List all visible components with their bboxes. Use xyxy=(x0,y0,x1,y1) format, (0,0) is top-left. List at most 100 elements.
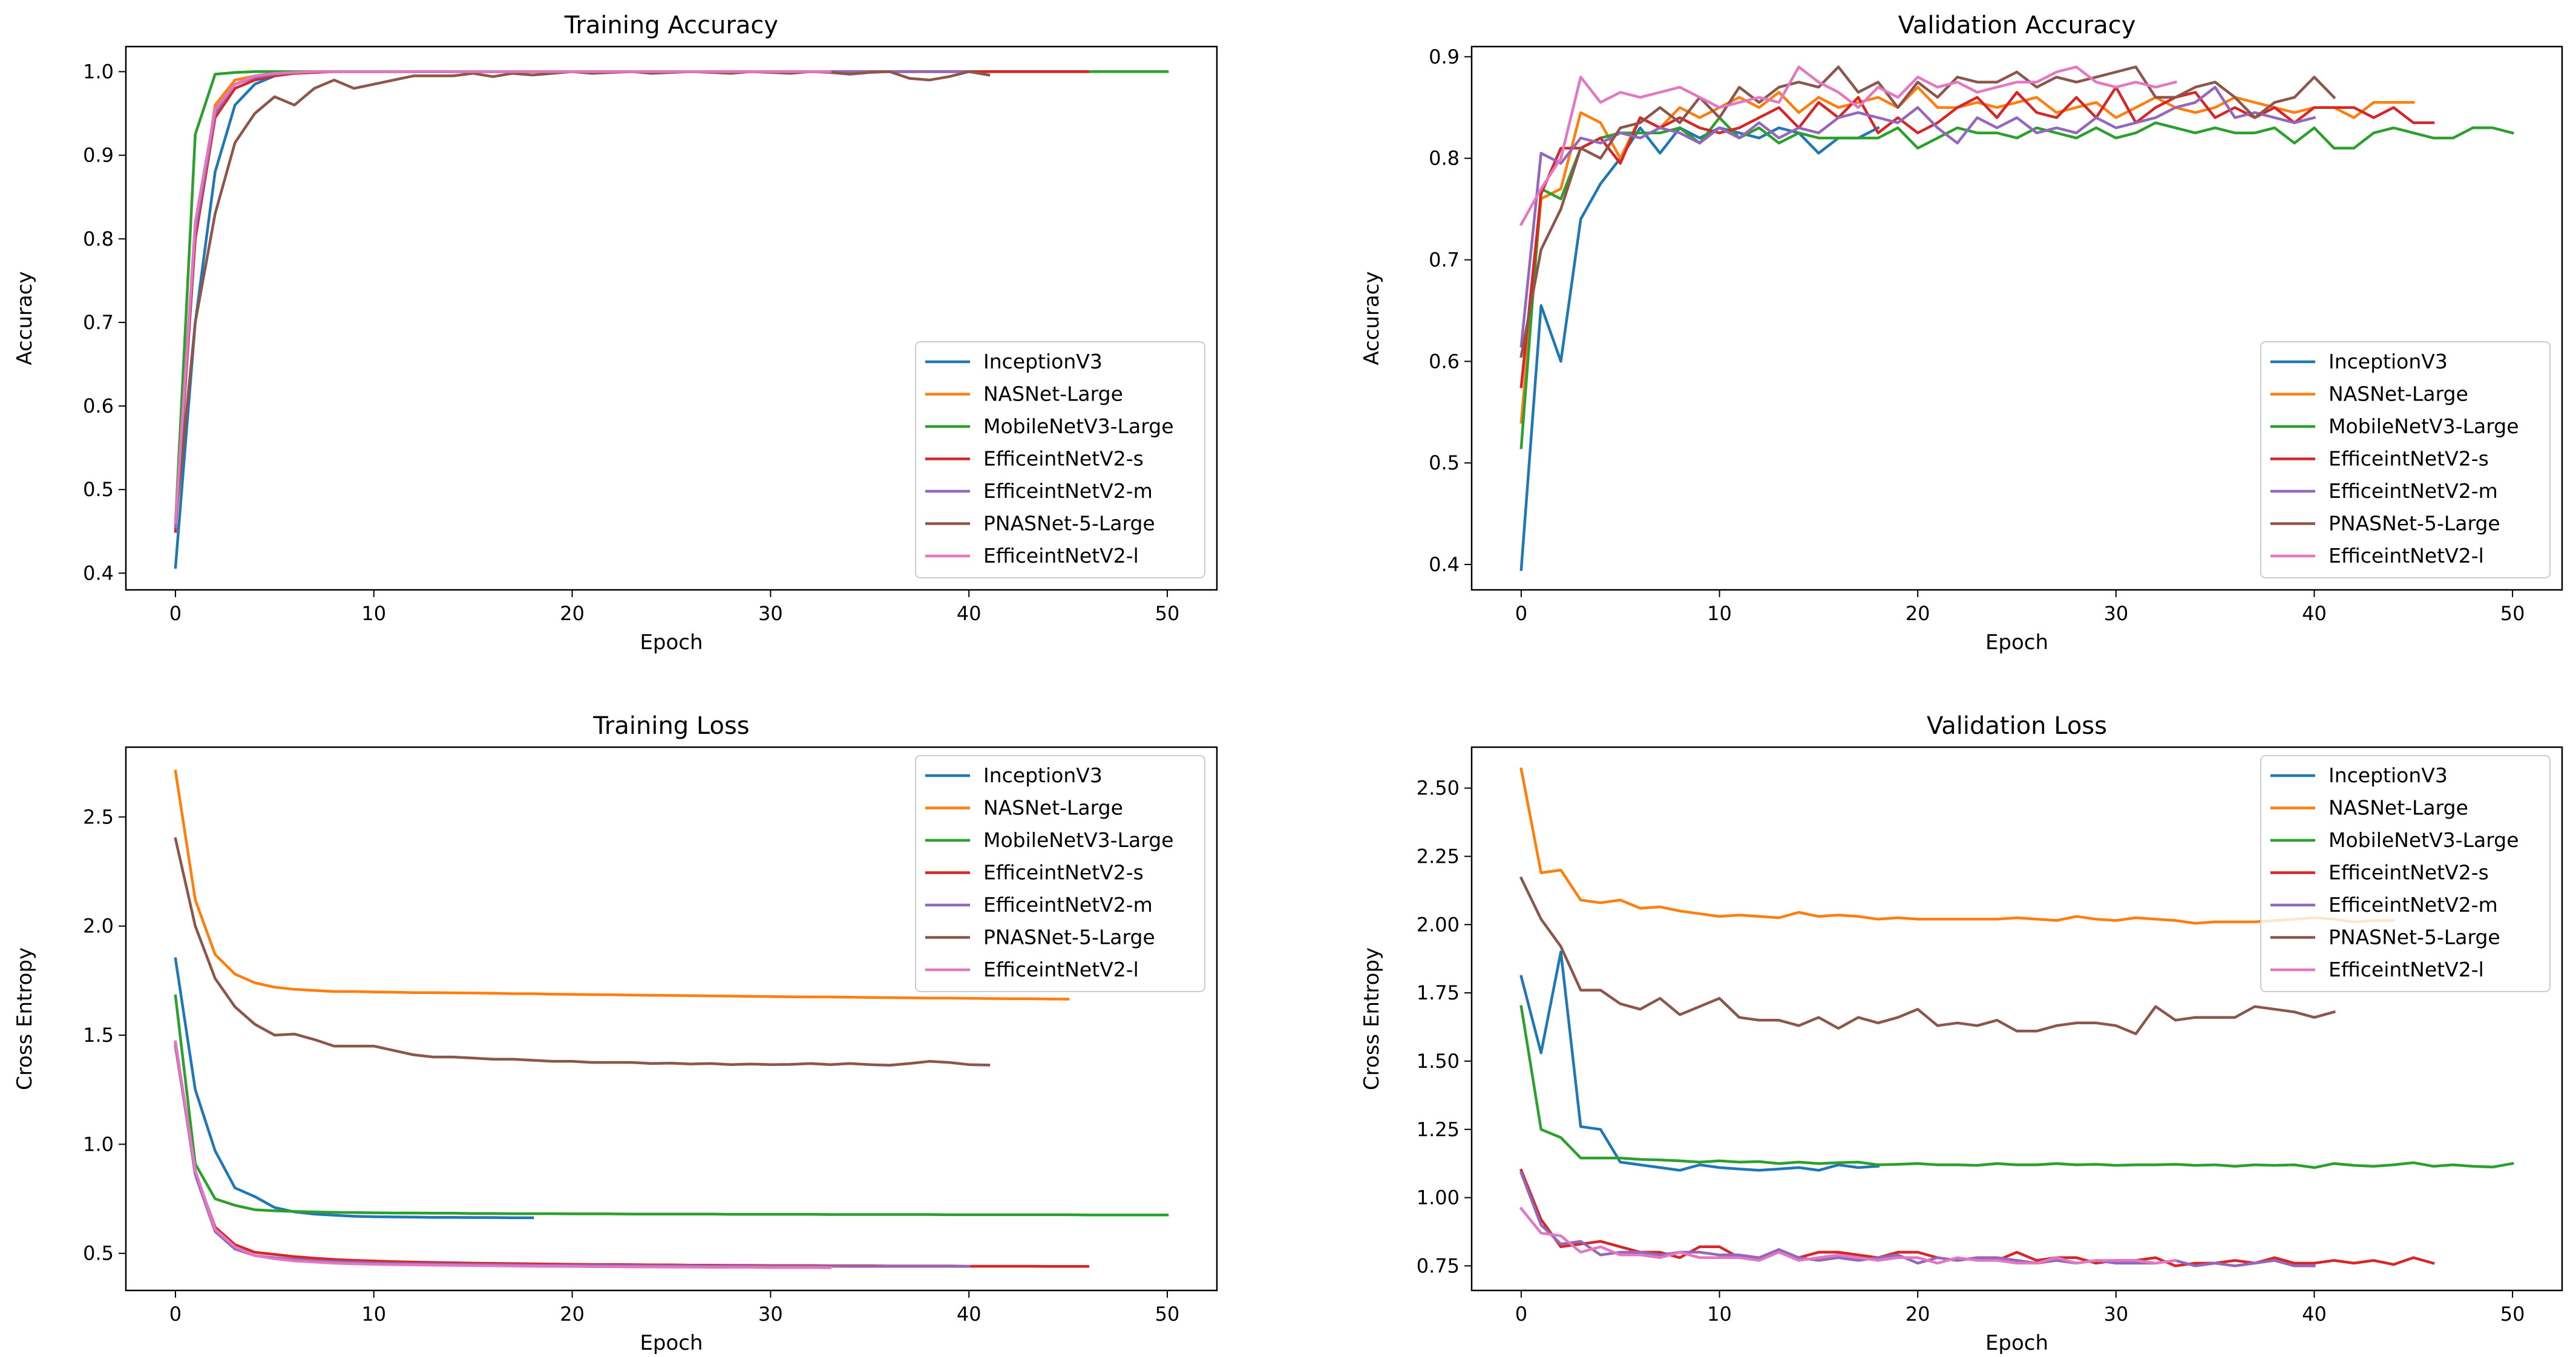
series-line-pnasnet-5-large xyxy=(174,837,991,1067)
x-axis-label: Epoch xyxy=(640,1331,703,1355)
series-line-efficeintnetv2-s xyxy=(1519,85,2435,388)
y-tick-label: 0.75 xyxy=(1417,1254,1460,1277)
legend-box xyxy=(915,341,1205,578)
y-tick-label: 0.9 xyxy=(1429,45,1460,68)
legend-label: NASNet-Large xyxy=(2329,796,2468,820)
y-axis-label: Cross Entropy xyxy=(13,947,37,1090)
y-tick-label: 2.5 xyxy=(83,805,114,828)
legend-box xyxy=(915,755,1205,992)
x-tick-label: 50 xyxy=(1155,602,1180,625)
legend-label: PNASNet-5-Large xyxy=(983,512,1155,535)
legend-box xyxy=(2260,755,2551,992)
legend-label: PNASNet-5-Large xyxy=(2329,926,2500,949)
legend-label: MobileNetV3-Large xyxy=(2329,828,2519,852)
legend-label: MobileNetV3-Large xyxy=(983,828,1174,852)
axes-frame xyxy=(125,45,1218,591)
x-tick-label: 50 xyxy=(2500,1303,2525,1326)
legend-label: NASNet-Large xyxy=(983,382,1123,406)
legend-label: EfficeintNetV2-l xyxy=(983,958,1139,981)
series-line-efficeintnetv2-l xyxy=(174,70,832,525)
y-tick-label: 0.4 xyxy=(1429,553,1460,576)
y-tick-label: 0.7 xyxy=(1429,248,1460,271)
series-line-efficeintnetv2-l xyxy=(1519,65,2177,226)
axes-frame xyxy=(125,746,1218,1292)
legend-label: EfficeintNetV2-l xyxy=(2329,958,2484,981)
y-tick-label: 0.6 xyxy=(83,394,114,417)
legend-label: MobileNetV3-Large xyxy=(983,414,1174,438)
y-tick-label: 1.0 xyxy=(83,1133,114,1156)
y-tick-label: 0.6 xyxy=(1429,350,1460,373)
legend-label: EfficeintNetV2-m xyxy=(983,893,1153,917)
x-tick-label: 40 xyxy=(2302,602,2327,625)
y-tick-label: 1.25 xyxy=(1417,1118,1460,1141)
legend-label: EfficeintNetV2-m xyxy=(983,479,1153,503)
legend-label: NASNet-Large xyxy=(983,796,1123,820)
y-tick-label: 1.00 xyxy=(1417,1186,1460,1209)
x-tick-label: 10 xyxy=(1707,602,1732,625)
legend-label: PNASNet-5-Large xyxy=(983,926,1155,949)
x-tick-label: 20 xyxy=(560,602,585,625)
x-tick-label: 30 xyxy=(2103,602,2128,625)
axes-frame xyxy=(1470,746,2563,1292)
series-line-efficeintnetv2-s xyxy=(1519,1168,2435,1267)
axes-frame xyxy=(1470,45,2563,591)
legend-box xyxy=(2260,341,2551,578)
series-line-mobilenetv3-large xyxy=(174,994,1169,1217)
legend-label: InceptionV3 xyxy=(2329,764,2448,787)
x-tick-label: 50 xyxy=(2500,602,2525,625)
series-line-inceptionv3 xyxy=(174,957,534,1220)
legend-label: EfficeintNetV2-m xyxy=(2329,893,2498,917)
y-tick-label: 2.00 xyxy=(1417,913,1460,936)
series-line-mobilenetv3-large xyxy=(1519,1005,2514,1169)
series-group xyxy=(174,70,1169,569)
legend-label: MobileNetV3-Large xyxy=(2329,414,2519,438)
chart-title: Training Accuracy xyxy=(564,11,778,39)
series-line-efficeintnetv2-m xyxy=(174,1042,971,1268)
series-line-efficeintnetv2-m xyxy=(174,70,971,529)
series-line-nasnet-large xyxy=(1519,767,2395,925)
legend-label: NASNet-Large xyxy=(2329,382,2468,406)
legend-label: EfficeintNetV2-s xyxy=(2329,447,2489,471)
legend: InceptionV3 NASNet-Large MobileNetV3-Large… xyxy=(2260,755,2551,992)
subplot-1: Validation Accuracy 0 10 20 30 40 50 0.4 0.5 0.6 0… xyxy=(1360,11,2563,655)
y-tick-label: 0.5 xyxy=(83,478,114,501)
subplot-0: Training Accuracy 0 10 20 30 40 50 0.4 0.5 0.6 0.7… xyxy=(13,11,1218,655)
legend-label: InceptionV3 xyxy=(2329,350,2448,373)
legend: InceptionV3 NASNet-Large MobileNetV3-Large… xyxy=(915,341,1205,578)
series-line-mobilenetv3-large xyxy=(1519,116,2514,450)
x-tick-label: 10 xyxy=(361,1303,386,1326)
y-tick-label: 1.50 xyxy=(1417,1050,1460,1073)
y-tick-label: 0.5 xyxy=(83,1242,114,1265)
legend-label: PNASNet-5-Large xyxy=(2329,512,2500,535)
x-tick-label: 10 xyxy=(361,602,386,625)
y-tick-label: 1.75 xyxy=(1417,981,1460,1004)
x-tick-label: 10 xyxy=(1707,1303,1732,1326)
x-axis-label: Epoch xyxy=(640,630,703,655)
x-axis-label: Epoch xyxy=(1985,1331,2048,1355)
series-line-inceptionv3 xyxy=(1519,950,1880,1172)
x-tick-label: 0 xyxy=(1515,602,1527,625)
subplot-2: Training Loss 0 10 20 30 40 50 0.5 1.0 1.5 2.0 2.5 E… xyxy=(13,712,1218,1355)
x-tick-label: 0 xyxy=(169,1303,182,1326)
y-tick-label: 0.5 xyxy=(1429,451,1460,474)
legend-label: EfficeintNetV2-s xyxy=(983,447,1144,471)
series-line-nasnet-large xyxy=(174,770,1070,1001)
x-tick-label: 40 xyxy=(2302,1303,2327,1326)
legend-label: EfficeintNetV2-m xyxy=(2329,479,2498,503)
x-tick-label: 30 xyxy=(758,1303,783,1326)
series-line-inceptionv3 xyxy=(174,70,534,569)
series-group xyxy=(1519,65,2514,571)
series-group xyxy=(174,770,1169,1269)
x-tick-label: 40 xyxy=(957,602,982,625)
series-line-pnasnet-5-large xyxy=(1519,65,2336,358)
legend-label: EfficeintNetV2-s xyxy=(983,861,1144,885)
series-line-efficeintnetv2-l xyxy=(1519,1206,2177,1265)
legend-label: EfficeintNetV2-l xyxy=(983,544,1139,567)
series-line-efficeintnetv2-l xyxy=(174,1040,832,1269)
series-line-efficeintnetv2-m xyxy=(1519,1171,2316,1267)
y-tick-label: 0.8 xyxy=(1429,147,1460,170)
x-axis-label: Epoch xyxy=(1985,630,2048,655)
y-tick-label: 2.0 xyxy=(83,915,114,938)
y-tick-label: 2.25 xyxy=(1417,845,1460,868)
